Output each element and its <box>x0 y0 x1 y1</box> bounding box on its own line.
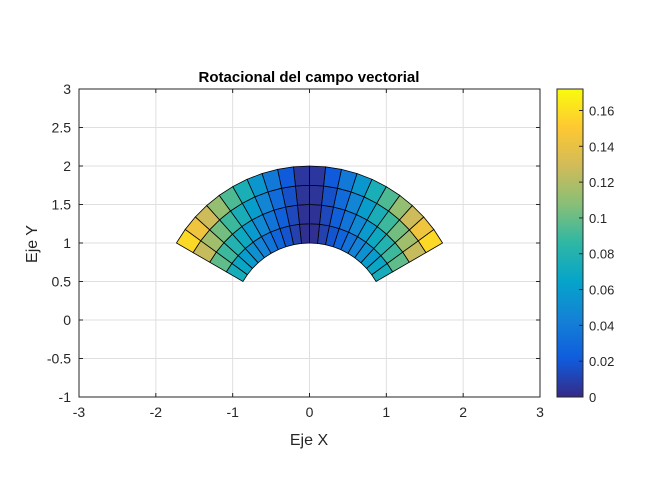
y-tick-label: 2 <box>63 158 71 174</box>
colorbar-tick: 0.16 <box>579 103 614 118</box>
y-tick: 1 <box>63 235 540 251</box>
x-axis-ticks: -3 -2 -1 0 1 2 3 <box>73 89 544 420</box>
y-tick-label: 3 <box>63 81 71 97</box>
colorbar-tick: 0.12 <box>579 175 614 190</box>
y-tick: 0 <box>63 312 540 328</box>
y-tick: 1.5 <box>52 197 540 213</box>
x-tick-label: 3 <box>536 404 544 420</box>
colorbar: 0 0.02 0.04 0.06 0.08 0.1 0.12 0.14 0.16 <box>556 88 614 405</box>
y-axis-label: Eje Y <box>24 225 41 263</box>
y-tick: 2.5 <box>52 120 540 136</box>
colorbar-tick: 0.14 <box>579 139 614 154</box>
y-tick-label: 1 <box>63 235 71 251</box>
colorbar-tick-label: 0.1 <box>589 211 607 226</box>
y-tick-label: 2.5 <box>52 120 72 136</box>
plot-area: -3 -2 -1 0 1 2 3 -1 -0.5 0 0.5 1 1.5 2 2.5 3 <box>47 81 544 420</box>
colorbar-tick: 0.08 <box>579 247 614 262</box>
x-tick: 0 <box>306 89 314 420</box>
y-tick: 0.5 <box>52 274 540 290</box>
colorbar-tick-label: 0 <box>589 390 596 405</box>
x-tick: -1 <box>226 89 239 420</box>
x-tick-label: -1 <box>226 404 239 420</box>
colorbar-tick-label: 0.16 <box>589 103 614 118</box>
y-tick: -0.5 <box>47 351 540 367</box>
y-tick-label: 0 <box>63 312 71 328</box>
colorbar-gradient <box>556 88 584 398</box>
surface-cell <box>309 223 320 244</box>
y-tick: 2 <box>63 158 540 174</box>
x-tick: -2 <box>150 89 163 420</box>
x-tick: 2 <box>459 89 467 420</box>
colorbar-tick-label: 0.02 <box>589 354 614 369</box>
y-tick: 3 <box>63 81 540 97</box>
colorbar-tick: 0.06 <box>579 283 614 298</box>
surface-patches <box>175 165 444 283</box>
chart-title: Rotacional del campo vectorial <box>199 69 420 86</box>
colorbar-ticks: 0 0.02 0.04 0.06 0.08 0.1 0.12 0.14 0.16 <box>579 103 614 405</box>
colorbar-tick-label: 0.06 <box>589 283 614 298</box>
y-axis-ticks: -1 -0.5 0 0.5 1 1.5 2 2.5 3 <box>47 81 540 405</box>
y-tick: -1 <box>59 389 540 405</box>
colorbar-tick: 0.04 <box>579 318 614 333</box>
surface-cell <box>175 228 202 254</box>
colorbar-tick-label: 0.12 <box>589 175 614 190</box>
x-tick: 1 <box>382 89 390 420</box>
x-axis-label: Eje X <box>290 432 329 449</box>
colorbar-tick-label: 0.04 <box>589 318 614 333</box>
x-tick-label: 2 <box>459 404 467 420</box>
surface-cell <box>295 184 310 206</box>
colorbar-tick-label: 0.14 <box>589 139 614 154</box>
surface-cell <box>292 165 310 187</box>
x-tick-label: 1 <box>382 404 390 420</box>
surface-cell <box>309 184 324 206</box>
y-tick-label: -1 <box>59 389 72 405</box>
x-tick-label: -2 <box>150 404 163 420</box>
colorbar-tick-label: 0.08 <box>589 247 614 262</box>
x-tick-label: -3 <box>73 404 86 420</box>
x-tick: 3 <box>536 89 544 420</box>
y-tick-label: -0.5 <box>47 351 71 367</box>
y-tick-label: 1.5 <box>52 197 72 213</box>
colorbar-tick: 0 <box>579 390 596 405</box>
surface-cell <box>309 165 327 187</box>
colorbar-tick: 0.02 <box>579 354 614 369</box>
x-tick-label: 0 <box>306 404 314 420</box>
colorbar-tick: 0.1 <box>579 211 607 226</box>
x-tick: -3 <box>73 89 86 420</box>
surface-cell <box>309 204 322 225</box>
y-tick-label: 0.5 <box>52 274 72 290</box>
